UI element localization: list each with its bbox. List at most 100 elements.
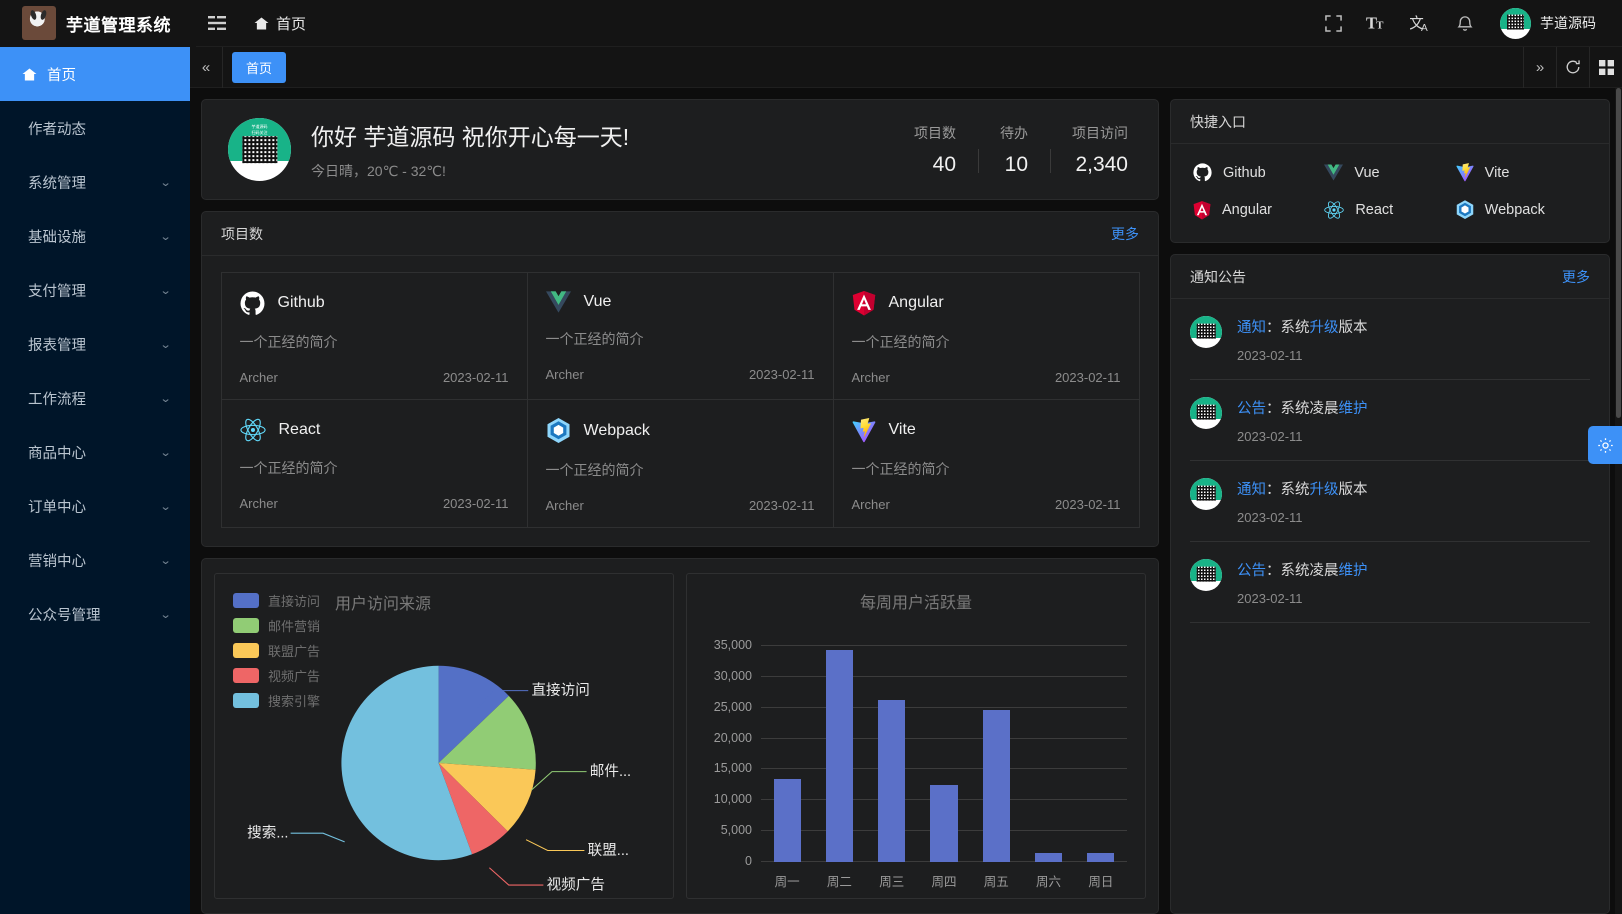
list-item[interactable]: 通知：系统升级版本 2023-02-11 xyxy=(1190,461,1590,542)
bar-slot: 周五 xyxy=(970,646,1022,889)
legend-item[interactable]: 直接访问 xyxy=(233,588,320,613)
project-card-vue[interactable]: Vue 一个正经的简介 Archer 2023-02-11 xyxy=(526,271,834,400)
sidebar-item-label: 首页 xyxy=(47,67,76,84)
project-card-vite[interactable]: Vite 一个正经的简介 Archer 2023-02-11 xyxy=(832,398,1140,528)
sidebar-item-system[interactable]: 系统管理 ⌄ xyxy=(0,155,190,209)
legend-item[interactable]: 联盟广告 xyxy=(233,638,320,663)
sidebar-item-payment[interactable]: 支付管理 ⌄ xyxy=(0,263,190,317)
notices-card: 通知公告 更多 通知：系统升级版本 2023-02-11 xyxy=(1170,254,1610,914)
bar[interactable] xyxy=(982,709,1010,862)
refresh-icon[interactable] xyxy=(1556,46,1589,88)
brand[interactable]: 芋道管理系统 xyxy=(0,0,196,47)
scrollbar-rail[interactable] xyxy=(1615,88,1622,914)
grid-icon[interactable] xyxy=(1589,46,1622,88)
sidebar-item-mp[interactable]: 公众号管理 ⌄ xyxy=(0,587,190,641)
stat-value: 2,340 xyxy=(1075,152,1128,176)
quick-entry-webpack[interactable]: Webpack xyxy=(1456,200,1587,220)
project-author: Archer xyxy=(851,496,890,512)
github-icon xyxy=(1193,163,1212,182)
bell-icon[interactable] xyxy=(1444,0,1486,47)
y-tick: 0 xyxy=(745,854,752,868)
bar[interactable] xyxy=(1087,853,1115,862)
y-tick: 30,000 xyxy=(713,668,752,683)
scrollbar-thumb[interactable] xyxy=(1616,88,1621,418)
list-item[interactable]: 公告：系统凌晨维护 2023-02-11 xyxy=(1190,380,1590,461)
pie-chart: 用户访问来源 直接访问 邮件营销 xyxy=(214,573,674,899)
bar[interactable] xyxy=(825,650,853,862)
legend-label: 邮件营销 xyxy=(268,619,321,634)
project-card-github[interactable]: Github 一个正经的简介 Archer 2023-02-11 xyxy=(220,271,528,400)
pie-leader-affi xyxy=(525,839,585,852)
list-item[interactable]: 通知：系统升级版本 2023-02-11 xyxy=(1190,299,1590,380)
quick-entry-vue[interactable]: Vue xyxy=(1324,163,1455,182)
welcome-stats: 项目数 40 待办 10 项目访问 2,340 xyxy=(892,123,1136,177)
chevron-down-icon: ⌄ xyxy=(159,446,172,459)
pie-label-email: 邮件... xyxy=(590,763,631,780)
quick-entry-title: 快捷入口 xyxy=(1190,113,1246,130)
project-card-angular[interactable]: Angular 一个正经的简介 Archer 2023-02-11 xyxy=(832,271,1140,400)
quick-entry-vite[interactable]: Vite xyxy=(1456,163,1587,182)
content-area: 芋道源码 扫码关注 你好 芋道源码 祝你开心每一天! 今日晴，20℃ - 32℃!… xyxy=(190,88,1622,914)
chevron-down-icon: ⌄ xyxy=(159,608,172,621)
project-card-react[interactable]: React 一个正经的简介 Archer 2023-02-11 xyxy=(220,398,528,528)
sidebar-item-label: 基础设施 xyxy=(28,229,86,246)
quick-entry-angular[interactable]: Angular xyxy=(1193,200,1324,220)
notice-title: 公告：系统凌晨维护 xyxy=(1237,401,1368,417)
bar[interactable] xyxy=(878,699,906,862)
bar[interactable] xyxy=(1034,853,1063,862)
right-column: 快捷入口 Github Vue Vite xyxy=(1170,99,1610,914)
sidebar-item-label: 工作流程 xyxy=(28,391,86,408)
x-tick: 周二 xyxy=(826,875,852,889)
stat-label: 项目访问 xyxy=(1072,124,1128,141)
quick-entry-header: 快捷入口 xyxy=(1171,100,1609,144)
chevron-double-left-icon[interactable]: « xyxy=(190,46,223,88)
y-tick: 25,000 xyxy=(713,699,752,714)
quick-entry-react[interactable]: React xyxy=(1324,200,1455,220)
project-card-webpack[interactable]: Webpack 一个正经的简介 Archer 2023-02-11 xyxy=(526,398,834,528)
notices-more-link[interactable]: 更多 xyxy=(1562,268,1590,285)
pie-slice-video xyxy=(438,763,508,855)
sidebar-item-report[interactable]: 报表管理 ⌄ xyxy=(0,317,190,371)
fullscreen-icon[interactable] xyxy=(1312,0,1354,47)
settings-drawer-toggle[interactable] xyxy=(1588,426,1622,464)
sidebar-item-infra[interactable]: 基础设施 ⌄ xyxy=(0,209,190,263)
bar[interactable] xyxy=(930,784,958,862)
breadcrumb-home[interactable]: 首页 xyxy=(242,0,318,47)
pie-slice-search xyxy=(341,665,473,861)
user-menu[interactable]: 芋道源码 xyxy=(1488,7,1602,39)
quick-entry-github[interactable]: Github xyxy=(1193,163,1324,182)
y-tick: 35,000 xyxy=(713,638,752,652)
sidebar-item-order[interactable]: 订单中心 ⌄ xyxy=(0,479,190,533)
stat-value: 40 xyxy=(932,152,956,176)
sidebar-item-product[interactable]: 商品中心 ⌄ xyxy=(0,425,190,479)
project-date: 2023-02-11 xyxy=(748,497,815,513)
chevron-down-icon: ⌄ xyxy=(159,338,172,351)
notices-list: 通知：系统升级版本 2023-02-11 公告：系统凌晨维护 2023-02-1… xyxy=(1171,299,1609,623)
sidebar-item-workflow[interactable]: 工作流程 ⌄ xyxy=(0,371,190,425)
sidebar-item-author-news[interactable]: 作者动态 xyxy=(0,101,190,155)
legend-item[interactable]: 视频广告 xyxy=(233,663,320,688)
tab-home[interactable]: 首页 xyxy=(232,51,287,83)
project-desc: 一个正经的简介 xyxy=(545,461,644,478)
projects-more-link[interactable]: 更多 xyxy=(1111,225,1139,242)
legend-item[interactable]: 搜索引擎 xyxy=(233,688,320,713)
bar-slot: 周六 xyxy=(1022,646,1074,889)
bar-plot: 35,000 30,000 25,000 20,000 15,000 10,00… xyxy=(714,638,1127,889)
bar-chart: 每周用户活跃量 35,000 30,000 25,000 20,000 15,0… xyxy=(686,573,1146,899)
sidebar-item-label: 公众号管理 xyxy=(28,607,101,624)
hamburger-icon[interactable] xyxy=(196,0,238,47)
project-desc: 一个正经的简介 xyxy=(851,460,950,477)
legend-label: 视频广告 xyxy=(268,669,321,684)
stat-projects: 项目数 40 xyxy=(892,123,978,177)
legend-item[interactable]: 邮件营销 xyxy=(233,613,320,638)
charts-card: 用户访问来源 直接访问 邮件营销 xyxy=(201,558,1159,914)
sidebar-item-home[interactable]: 首页 xyxy=(0,47,190,101)
sidebar-item-marketing[interactable]: 营销中心 ⌄ xyxy=(0,533,190,587)
legend-swatch xyxy=(233,618,259,633)
list-item[interactable]: 公告：系统凌晨维护 2023-02-11 xyxy=(1190,542,1590,623)
chevron-double-right-icon[interactable]: » xyxy=(1523,46,1556,88)
bar[interactable] xyxy=(773,779,801,862)
